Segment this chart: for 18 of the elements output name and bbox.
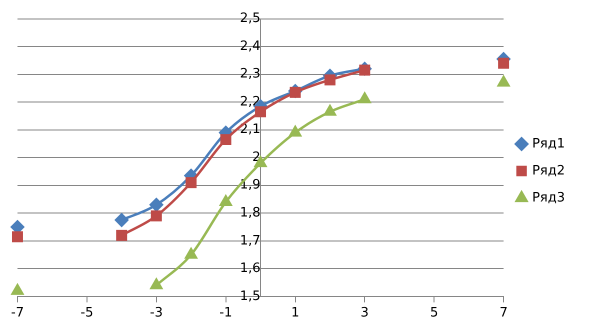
x-tick-label: 5 [430,306,438,321]
legend-label: Ряд3 [532,190,566,206]
y-tick-label: 1,8 [240,205,261,220]
y-tick-label: 2,4 [240,38,261,54]
x-tick-label: -5 [80,306,94,321]
x-tick-label: -7 [10,306,24,321]
x-tick-label: 7 [499,306,508,321]
x-tick-label: 1 [291,306,300,321]
x-tick-label: -1 [219,306,232,321]
x-tick-label: -3 [150,306,163,321]
y-tick-label: 1,7 [240,233,261,248]
y-tick-label: 1,6 [240,261,261,276]
legend-label: Ряд1 [532,136,566,152]
y-tick-label: 2,5 [240,11,261,26]
y-tick-label: 1,5 [240,288,261,304]
legend-label: Ряд2 [532,163,566,178]
y-tick-label: 2,3 [240,66,261,82]
x-tick-label: 3 [360,306,369,321]
